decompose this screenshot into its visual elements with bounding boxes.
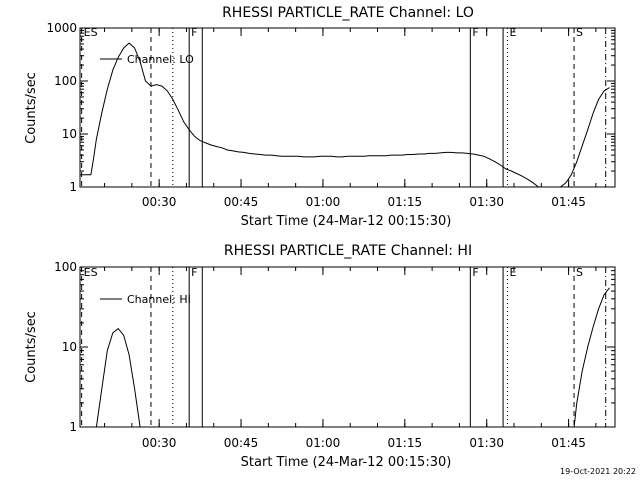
x-tick-label: 01:45 <box>551 195 586 209</box>
panel-hi-series <box>95 287 610 428</box>
panel-lo-series <box>80 42 610 188</box>
event-marker-label: F <box>191 26 197 39</box>
x-tick-label: 01:30 <box>469 195 504 209</box>
panel-hi-xlabel: Start Time (24-Mar-12 00:15:30) <box>241 455 452 470</box>
y-tick-label: 1 <box>69 180 77 194</box>
x-tick-label: 01:00 <box>306 436 341 450</box>
series-line <box>80 42 610 188</box>
event-marker-label: F <box>191 266 197 279</box>
event-marker-label: S <box>576 26 583 39</box>
y-tick-label: 10 <box>62 340 77 354</box>
x-tick-label: 00:45 <box>224 195 259 209</box>
panel-hi-legend-label: Channel: HI <box>127 293 191 306</box>
panel-hi-frame <box>79 266 616 428</box>
y-tick-label: 1000 <box>46 21 77 35</box>
event-marker-label: S <box>576 266 583 279</box>
panel-hi: RHESSI PARTICLE_RATE Channel: HI Counts/… <box>24 243 616 470</box>
panel-lo-markers: ES F F E S <box>81 26 607 187</box>
event-marker-label: E <box>509 266 516 279</box>
series-line <box>95 327 141 428</box>
panel-lo-legend-label: Channel: LO <box>127 53 194 66</box>
x-tick-label: 00:45 <box>224 436 259 450</box>
event-marker-label: F <box>472 26 478 39</box>
x-tick-label: 01:00 <box>306 195 341 209</box>
panel-hi-ticks: 1 10 100 00:30 00:45 01:00 01:15 01:30 01:45 <box>54 260 615 450</box>
panel-lo-xlabel: Start Time (24-Mar-12 00:15:30) <box>241 214 452 229</box>
series-line <box>573 287 610 428</box>
panel-hi-markers: ES F F E S <box>81 266 607 427</box>
x-tick-label: 00:30 <box>142 436 177 450</box>
x-tick-label: 01:15 <box>388 195 423 209</box>
date-stamp: 19-Oct-2021 20:22 <box>560 467 636 476</box>
x-tick-label: 01:45 <box>551 436 586 450</box>
panel-lo-ylabel: Counts/sec <box>24 72 39 144</box>
y-tick-label: 1 <box>69 420 77 434</box>
panel-lo: RHESSI PARTICLE_RATE Channel: LO Counts/… <box>24 5 616 229</box>
y-tick-label: 100 <box>54 74 77 88</box>
x-tick-label: 01:15 <box>388 436 423 450</box>
x-tick-label: 01:30 <box>469 436 504 450</box>
event-marker-label: ES <box>84 26 98 39</box>
x-tick-label: 00:30 <box>142 195 177 209</box>
event-marker-label: F <box>472 266 478 279</box>
event-marker-label: ES <box>84 266 98 279</box>
y-tick-label: 100 <box>54 260 77 274</box>
panel-hi-ylabel: Counts/sec <box>24 311 39 383</box>
panel-hi-title: RHESSI PARTICLE_RATE Channel: HI <box>224 243 472 259</box>
panel-lo-frame <box>79 27 616 188</box>
panel-lo-title: RHESSI PARTICLE_RATE Channel: LO <box>222 5 474 21</box>
y-tick-label: 10 <box>62 127 77 141</box>
event-marker-label: E <box>509 26 516 39</box>
